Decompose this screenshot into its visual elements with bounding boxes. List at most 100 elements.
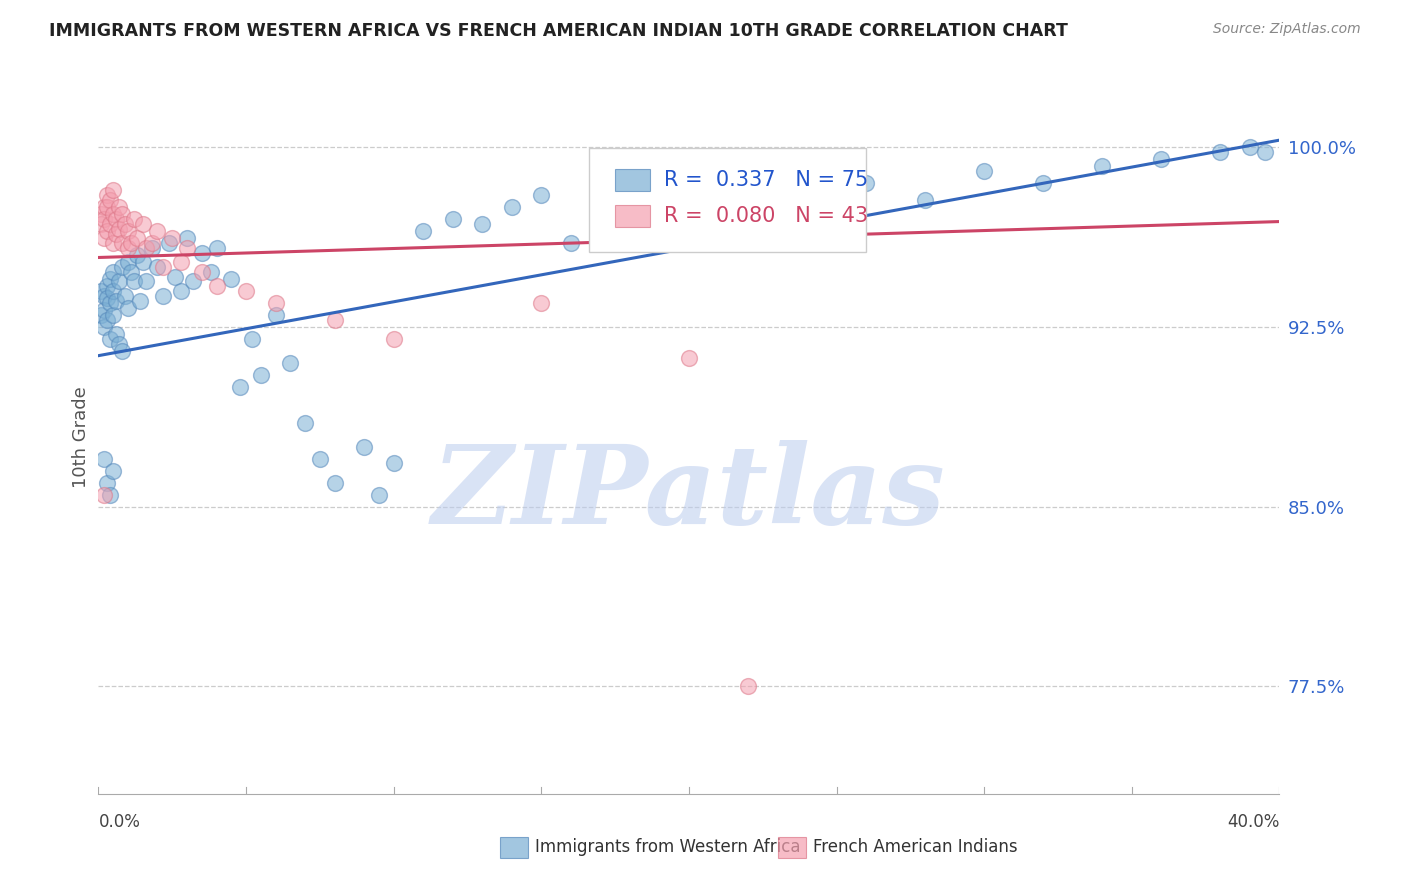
Point bbox=[855, 176, 877, 190]
Point bbox=[93, 212, 115, 227]
Point bbox=[1239, 140, 1261, 154]
Point bbox=[240, 332, 263, 346]
Point bbox=[135, 241, 157, 255]
Point bbox=[205, 279, 228, 293]
Point bbox=[678, 351, 700, 365]
Point bbox=[128, 293, 150, 308]
Point bbox=[368, 487, 391, 501]
Point bbox=[280, 356, 302, 370]
Point bbox=[103, 284, 125, 298]
Point bbox=[96, 475, 118, 490]
Point bbox=[309, 451, 332, 466]
Point bbox=[157, 236, 180, 251]
FancyBboxPatch shape bbox=[614, 205, 650, 227]
Point bbox=[1254, 145, 1277, 160]
Point bbox=[146, 224, 169, 238]
Point bbox=[181, 275, 204, 289]
Text: R =  0.080   N = 43: R = 0.080 N = 43 bbox=[664, 206, 869, 226]
Point bbox=[122, 212, 145, 227]
Point bbox=[560, 236, 582, 251]
Text: Immigrants from Western Africa: Immigrants from Western Africa bbox=[536, 838, 801, 856]
Point bbox=[98, 332, 121, 346]
Point bbox=[111, 236, 134, 251]
Point bbox=[93, 451, 115, 466]
Text: ZIPatlas: ZIPatlas bbox=[432, 441, 946, 548]
Point bbox=[737, 679, 759, 693]
Point bbox=[132, 217, 155, 231]
Point bbox=[264, 296, 287, 310]
Text: 0.0%: 0.0% bbox=[98, 813, 141, 831]
Point bbox=[678, 217, 700, 231]
Point bbox=[117, 241, 139, 255]
Point bbox=[105, 212, 128, 227]
Point bbox=[170, 284, 193, 298]
Point bbox=[111, 343, 134, 358]
Point bbox=[132, 255, 155, 269]
Point bbox=[382, 332, 405, 346]
Point bbox=[93, 289, 115, 303]
Point bbox=[441, 212, 464, 227]
Point bbox=[135, 275, 157, 289]
Point bbox=[382, 457, 405, 471]
Point bbox=[1209, 145, 1232, 160]
Point bbox=[1091, 160, 1114, 174]
Point bbox=[108, 200, 131, 214]
Point bbox=[117, 255, 139, 269]
Point bbox=[191, 265, 214, 279]
Point bbox=[501, 200, 523, 214]
Point bbox=[103, 265, 125, 279]
Point bbox=[1032, 176, 1054, 190]
Point bbox=[90, 284, 112, 298]
Point bbox=[98, 296, 121, 310]
Point bbox=[737, 188, 759, 202]
Point bbox=[111, 260, 134, 274]
Point bbox=[90, 217, 112, 231]
Point bbox=[264, 308, 287, 322]
Point bbox=[93, 231, 115, 245]
FancyBboxPatch shape bbox=[589, 148, 866, 252]
FancyBboxPatch shape bbox=[501, 837, 529, 858]
Point bbox=[412, 224, 434, 238]
Point bbox=[98, 193, 121, 207]
Point bbox=[125, 248, 148, 262]
Point bbox=[105, 293, 128, 308]
Point bbox=[103, 207, 125, 221]
Point bbox=[176, 231, 198, 245]
Point bbox=[105, 327, 128, 342]
Point bbox=[120, 236, 142, 251]
Point bbox=[235, 284, 257, 298]
FancyBboxPatch shape bbox=[614, 169, 650, 191]
Point bbox=[120, 265, 142, 279]
Point bbox=[90, 207, 112, 221]
Point bbox=[125, 231, 148, 245]
Point bbox=[108, 275, 131, 289]
Point bbox=[1150, 153, 1173, 167]
Point bbox=[323, 312, 346, 326]
Point bbox=[530, 188, 553, 202]
Text: 40.0%: 40.0% bbox=[1227, 813, 1279, 831]
Point bbox=[146, 260, 169, 274]
Point bbox=[323, 475, 346, 490]
Text: IMMIGRANTS FROM WESTERN AFRICA VS FRENCH AMERICAN INDIAN 10TH GRADE CORRELATION : IMMIGRANTS FROM WESTERN AFRICA VS FRENCH… bbox=[49, 22, 1069, 40]
Point bbox=[191, 245, 214, 260]
Point bbox=[221, 272, 243, 286]
Point bbox=[152, 260, 174, 274]
Point bbox=[176, 241, 198, 255]
Point bbox=[96, 312, 118, 326]
Point bbox=[796, 200, 818, 214]
Point bbox=[98, 217, 121, 231]
Point bbox=[103, 236, 125, 251]
Point bbox=[103, 308, 125, 322]
Point bbox=[162, 231, 183, 245]
Point bbox=[96, 224, 118, 238]
Point bbox=[93, 320, 115, 334]
Point bbox=[471, 217, 494, 231]
Point bbox=[229, 380, 252, 394]
Text: Source: ZipAtlas.com: Source: ZipAtlas.com bbox=[1213, 22, 1361, 37]
Point bbox=[96, 200, 118, 214]
Point bbox=[90, 308, 112, 322]
Point bbox=[170, 255, 193, 269]
Point bbox=[353, 440, 375, 454]
Point bbox=[294, 416, 316, 430]
Point bbox=[205, 241, 228, 255]
